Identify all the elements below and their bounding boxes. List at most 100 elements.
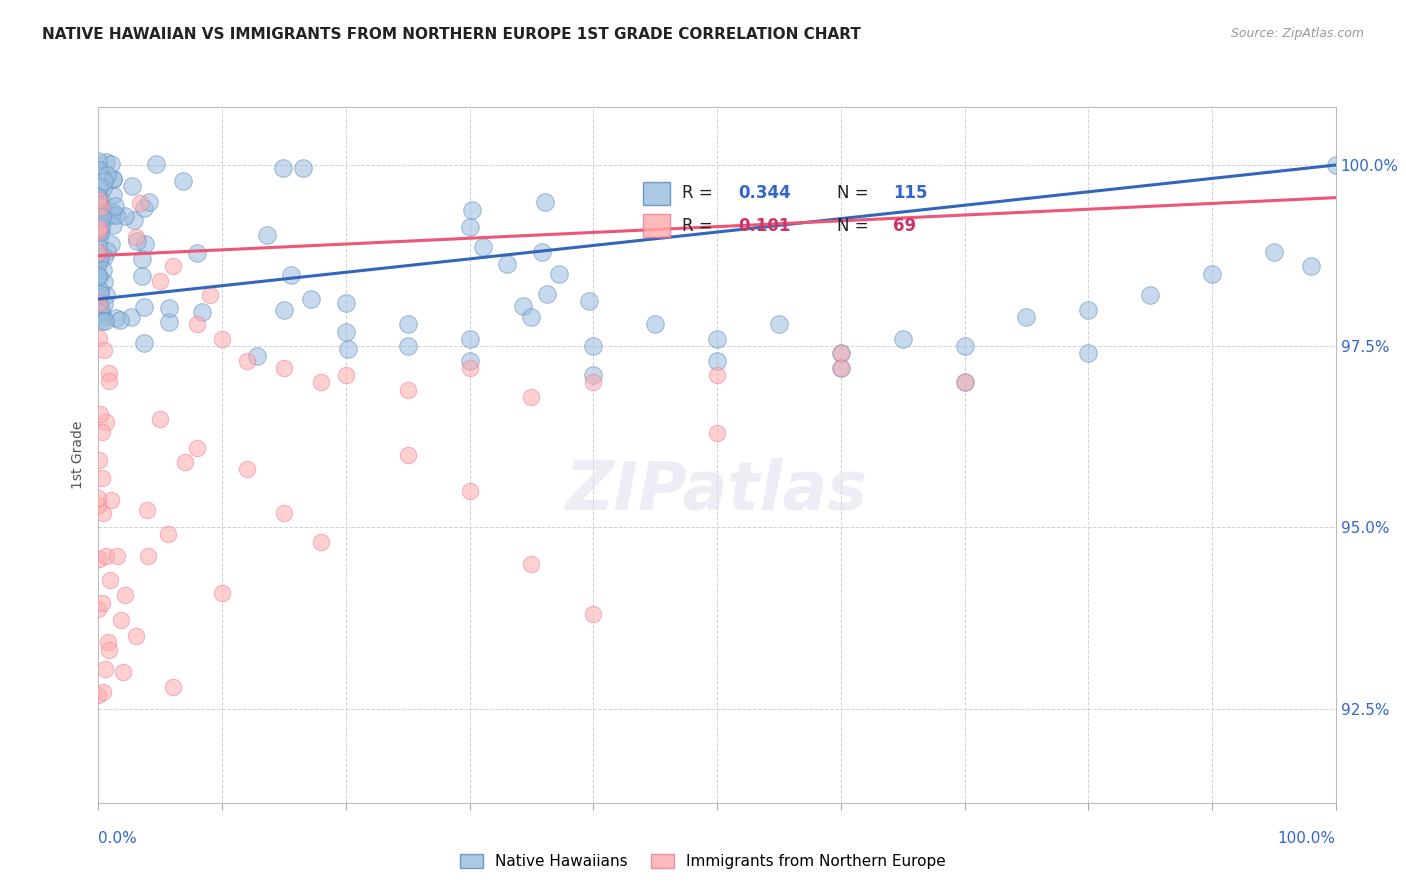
Point	[87, 232, 110, 246]
Point	[87, 192, 110, 206]
Point	[520, 557, 543, 571]
Point	[145, 157, 167, 171]
Point	[89, 221, 111, 235]
Point	[582, 376, 605, 390]
Text: ZIPatlas: ZIPatlas	[567, 458, 868, 524]
Text: 115: 115	[893, 185, 927, 202]
Point	[114, 588, 136, 602]
Point	[93, 297, 115, 311]
Text: 100.0%: 100.0%	[1278, 831, 1336, 846]
Point	[87, 453, 110, 467]
Point	[87, 213, 110, 227]
Point	[87, 269, 110, 284]
Point	[273, 506, 295, 520]
Point	[87, 498, 110, 512]
Point	[91, 263, 114, 277]
Point	[91, 180, 114, 194]
Point	[520, 390, 543, 404]
Point	[1077, 303, 1099, 318]
Point	[87, 269, 110, 284]
Point	[96, 154, 118, 169]
Point	[496, 257, 519, 271]
Point	[471, 240, 494, 254]
Point	[93, 211, 115, 225]
Point	[112, 665, 135, 680]
Point	[291, 161, 314, 176]
Point	[114, 209, 136, 223]
Point	[458, 219, 481, 234]
Point	[101, 208, 124, 222]
Legend: Native Hawaiians, Immigrants from Northern Europe: Native Hawaiians, Immigrants from Northe…	[454, 847, 952, 875]
Point	[124, 629, 146, 643]
Point	[1015, 310, 1038, 325]
Point	[100, 157, 122, 171]
Point	[830, 361, 852, 376]
Text: N =: N =	[837, 185, 875, 202]
Point	[87, 180, 110, 194]
Bar	[643, 214, 671, 237]
Point	[87, 295, 110, 310]
Point	[87, 601, 110, 615]
Point	[91, 310, 114, 324]
Point	[87, 224, 110, 238]
Point	[211, 332, 233, 346]
Point	[953, 339, 976, 353]
Point	[236, 353, 259, 368]
Point	[87, 195, 110, 210]
Point	[335, 368, 357, 383]
Point	[132, 301, 155, 315]
Point	[830, 346, 852, 360]
Point	[87, 298, 110, 312]
Point	[1139, 288, 1161, 302]
Point	[90, 224, 112, 238]
Point	[548, 267, 571, 281]
Point	[891, 332, 914, 346]
Point	[458, 353, 481, 368]
Point	[461, 202, 484, 217]
Point	[149, 274, 172, 288]
Point	[107, 549, 129, 564]
Point	[706, 426, 728, 441]
Point	[582, 607, 605, 622]
Point	[157, 527, 180, 541]
Text: N =: N =	[837, 217, 875, 235]
Point	[280, 268, 302, 282]
Point	[186, 246, 208, 260]
Point	[101, 171, 124, 186]
Point	[91, 685, 114, 699]
Point	[125, 234, 148, 248]
Point	[90, 219, 112, 234]
Point	[101, 218, 124, 232]
Text: 69: 69	[893, 217, 915, 235]
Point	[132, 336, 155, 351]
Point	[98, 574, 121, 588]
Point	[273, 303, 295, 318]
Point	[299, 292, 322, 306]
Point	[93, 275, 115, 289]
Point	[157, 301, 180, 316]
Point	[124, 230, 146, 244]
Point	[162, 680, 184, 694]
Point	[530, 245, 553, 260]
Point	[1263, 245, 1285, 260]
Point	[100, 493, 122, 508]
Point	[87, 239, 110, 253]
Point	[97, 366, 120, 380]
Point	[157, 315, 180, 329]
Point	[87, 245, 110, 260]
Text: 0.0%: 0.0%	[98, 831, 138, 846]
Point	[96, 549, 118, 563]
Point	[309, 376, 332, 390]
Point	[87, 194, 110, 208]
Point	[100, 236, 122, 251]
Text: R =: R =	[682, 185, 718, 202]
Point	[93, 343, 115, 358]
Point	[91, 211, 114, 225]
Point	[101, 188, 124, 202]
Point	[134, 236, 156, 251]
Point	[582, 368, 605, 383]
Point	[87, 689, 110, 703]
Point	[94, 288, 117, 302]
Point	[94, 205, 117, 219]
Point	[93, 174, 115, 188]
